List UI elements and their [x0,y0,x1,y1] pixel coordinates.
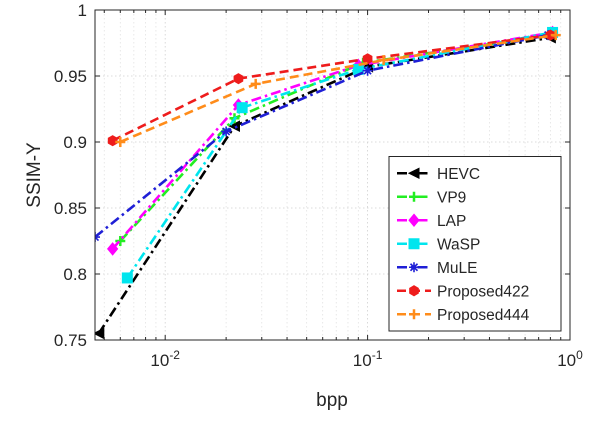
marker-hexagon [107,135,118,147]
legend-item-proposed422: Proposed422 [397,283,529,300]
series-line [119,33,556,144]
legend-item-wasp: WaSP [397,236,480,253]
marker-triangle [95,327,105,340]
marker-asterisk [409,262,419,273]
legend-label: HEVC [437,166,480,183]
y-tick-label: 0.85 [54,199,87,218]
marker-triangle [407,167,420,180]
series-line [112,33,551,142]
marker-plus [250,78,261,89]
y-tick-label: 0.75 [54,331,87,350]
series-line [95,33,549,239]
marker-hexagon [233,73,244,85]
legend-item-vp9: VP9 [397,189,466,206]
legend-label: LAP [437,213,466,230]
series-line [126,31,553,279]
x-tick-label: 10-2 [150,348,180,370]
marker-plus [115,236,126,246]
marker-hexagon [409,285,419,297]
marker-diamond [106,242,119,256]
marker-square [408,238,420,250]
x-tick-label: 10-1 [353,348,383,370]
marker-asterisk [362,65,373,76]
marker-triangle [228,120,240,132]
legend-item-mule: MuLE [397,260,478,277]
marker-square [121,272,133,284]
marker-hexagon [362,53,373,65]
marker-plus [409,191,419,202]
series-line [119,33,551,242]
marker-square [236,102,248,114]
marker-plus [409,309,419,320]
marker-plus [550,30,561,41]
legend: HEVC VP9 LAP WaSP MuLE Proposed422 Proposed444 [388,156,562,332]
legend-label: Proposed444 [437,307,530,324]
legend-label: VP9 [437,189,466,206]
legend-label: WaSP [437,236,480,253]
marker-diamond [408,213,420,228]
legend-label: Proposed422 [437,283,529,300]
series-layer [95,25,561,340]
y-tick-label: 0.9 [63,133,87,152]
x-axis-label: bpp [316,390,348,411]
y-tick-label: 0.95 [54,67,87,86]
y-tick-label: 0.8 [63,265,87,284]
ticks: 0.75 0.8 0.85 0.9 0.95 1 10-2 10-1 100 [54,1,583,370]
y-tick-label: 1 [78,1,87,20]
marker-plus [378,55,389,66]
legend-item-hevc: HEVC [397,166,480,183]
legend-label: MuLE [437,260,478,277]
marker-plus [115,137,126,147]
x-tick-label: 100 [557,348,583,370]
legend-item-lap: LAP [397,213,466,230]
y-axis-label: SSIM-Y [24,142,45,208]
series-proposed444 [115,30,561,147]
plot-frame [94,9,571,341]
series-proposed422 [107,29,556,147]
marker-asterisk [221,126,232,137]
legend-item-proposed444: Proposed444 [397,307,530,324]
